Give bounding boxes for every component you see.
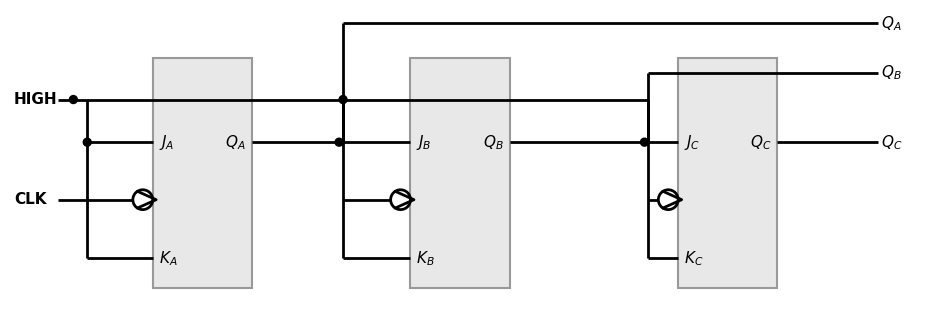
Text: $Q_A$: $Q_A$ [882,14,902,33]
Text: $Q_B$: $Q_B$ [882,63,902,82]
Text: $K_A$: $K_A$ [158,249,177,267]
Text: $J_A$: $J_A$ [158,133,174,152]
Text: $J_B$: $J_B$ [416,133,432,152]
Bar [153,58,251,288]
Circle shape [70,95,77,104]
Text: CLK: CLK [14,192,47,207]
Text: $J_C$: $J_C$ [684,133,700,152]
Bar [678,58,777,288]
Text: HIGH: HIGH [14,92,58,107]
Text: $Q_B$: $Q_B$ [483,133,504,151]
Text: $K_C$: $K_C$ [684,249,704,267]
Circle shape [83,138,91,146]
Circle shape [641,138,648,146]
Circle shape [339,95,347,104]
Text: $K_B$: $K_B$ [416,249,435,267]
Text: $Q_A$: $Q_A$ [225,133,246,151]
Text: $Q_C$: $Q_C$ [882,133,903,151]
Bar [411,58,509,288]
Circle shape [335,138,343,146]
Text: $Q_C$: $Q_C$ [750,133,772,151]
